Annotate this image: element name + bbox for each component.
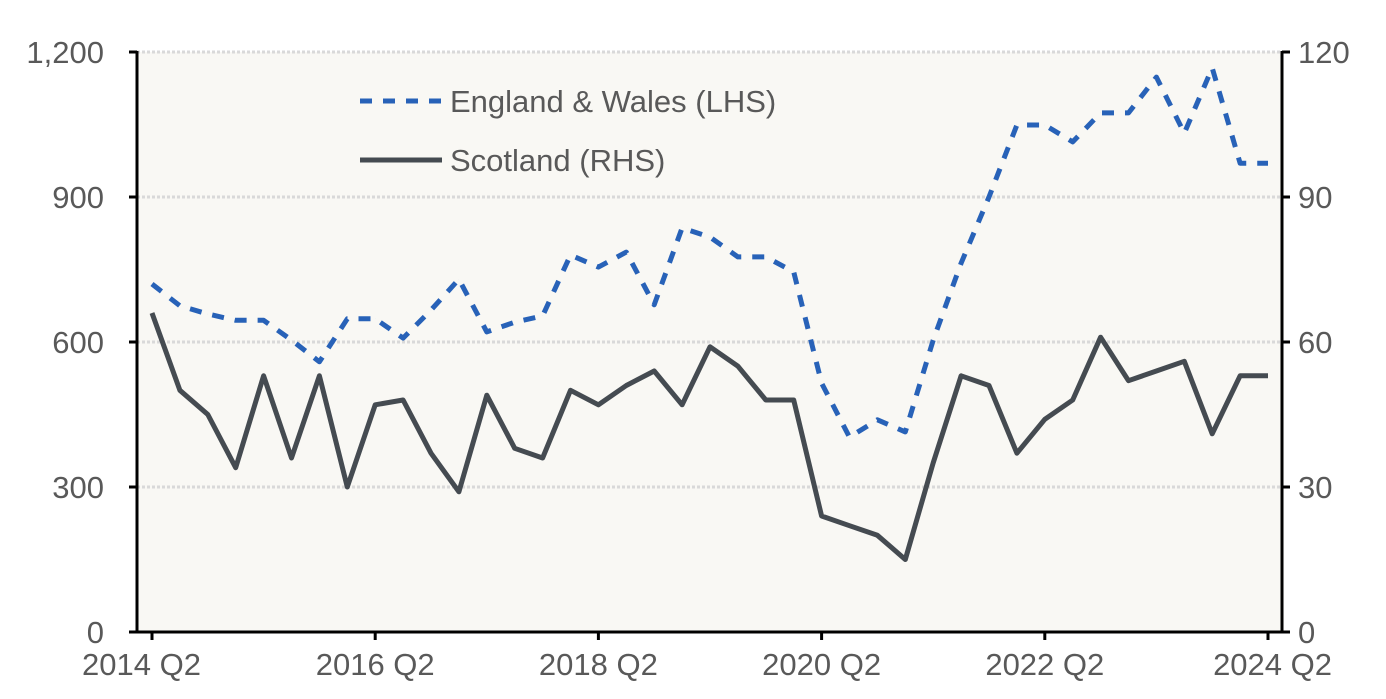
legend-label-england-wales: England & Wales (LHS): [450, 84, 776, 119]
x-tick-label: 2020 Q2: [762, 647, 881, 682]
left-tick-label: 300: [52, 470, 104, 505]
legend-label-scotland: Scotland (RHS): [450, 143, 665, 178]
x-tick-label: 2022 Q2: [985, 647, 1104, 682]
x-tick-label: 2024 Q2: [1213, 647, 1332, 682]
right-tick-label: 0: [1298, 615, 1315, 650]
left-tick-label: 600: [52, 325, 104, 360]
right-tick-label: 90: [1298, 180, 1332, 215]
right-tick-label: 120: [1298, 35, 1350, 70]
left-tick-label: 0: [87, 615, 104, 650]
left-tick-label: 1,200: [26, 35, 104, 70]
x-tick-label: 2016 Q2: [316, 647, 435, 682]
right-tick-label: 60: [1298, 325, 1332, 360]
right-tick-label: 30: [1298, 470, 1332, 505]
left-tick-label: 900: [52, 180, 104, 215]
x-tick-label: 2018 Q2: [539, 647, 658, 682]
x-tick-label: 2014 Q2: [82, 647, 201, 682]
